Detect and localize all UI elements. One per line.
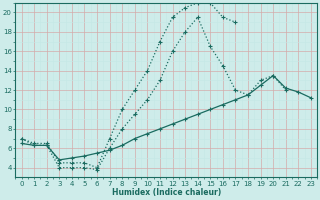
- X-axis label: Humidex (Indice chaleur): Humidex (Indice chaleur): [112, 188, 221, 197]
